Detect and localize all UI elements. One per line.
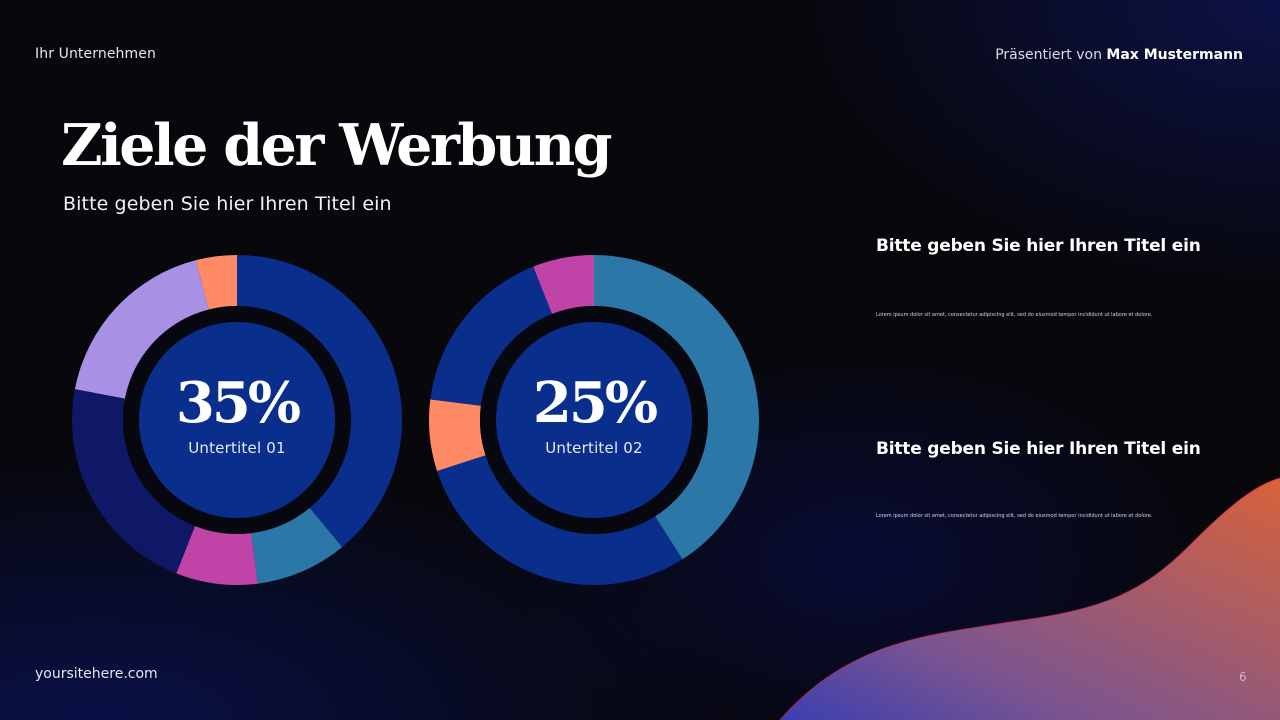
presenter-line: Präsentiert von Max Mustermann [995,47,1243,63]
donut-2-segment-2 [437,455,683,585]
presented-by-prefix: Präsentiert von [995,47,1102,63]
donut-chart-1: 35% Untertitel 01 [67,250,407,590]
donut-chart-2-svg [429,255,759,585]
info-block-2-title: Bitte geben Sie hier Ihren Titel ein [876,439,1201,459]
donut-chart-1-svg [72,255,403,585]
donut-chart-2-center: 25% Untertitel 02 [424,250,764,590]
slide-title: Ziele der Werbung [61,112,613,179]
info-block-2-body: Lorem ipsum dolor sit amet, consectetur … [876,513,1153,519]
donut-chart-2-value: 25% [532,370,658,436]
donut-1-segment-5 [74,260,209,399]
donut-chart-2-label: Untertitel 02 [545,439,643,457]
donut-2-segment-3 [429,399,486,471]
donut-chart-2: 25% Untertitel 02 [424,250,764,590]
company-name: Ihr Unternehmen [35,46,156,62]
donut-1-segment-6 [195,255,237,310]
donut-1-segment-2 [251,507,343,584]
donut-1-center-disc [139,322,335,518]
donut-2-center-disc [496,322,692,518]
donut-chart-1-label: Untertitel 01 [188,439,286,457]
donut-1-segment-3 [176,525,258,585]
donut-2-segment-1 [594,255,759,560]
donut-chart-1-center: 35% Untertitel 01 [67,250,407,590]
page-number: 6 [1239,670,1247,684]
donut-2-segment-5 [533,255,594,315]
slide-subtitle: Bitte geben Sie hier Ihren Titel ein [63,193,392,215]
website-link[interactable]: yoursitehere.com [35,666,158,682]
donut-chart-1-value: 35% [175,370,301,436]
presenter-name: Max Mustermann [1106,47,1243,63]
info-block-1-title: Bitte geben Sie hier Ihren Titel ein [876,236,1201,256]
donut-1-segment-1 [237,255,403,548]
info-block-1-body: Lorem ipsum dolor sit amet, consectetur … [876,312,1153,318]
donut-1-segment-4 [72,389,196,574]
donut-2-segment-4 [430,266,553,406]
